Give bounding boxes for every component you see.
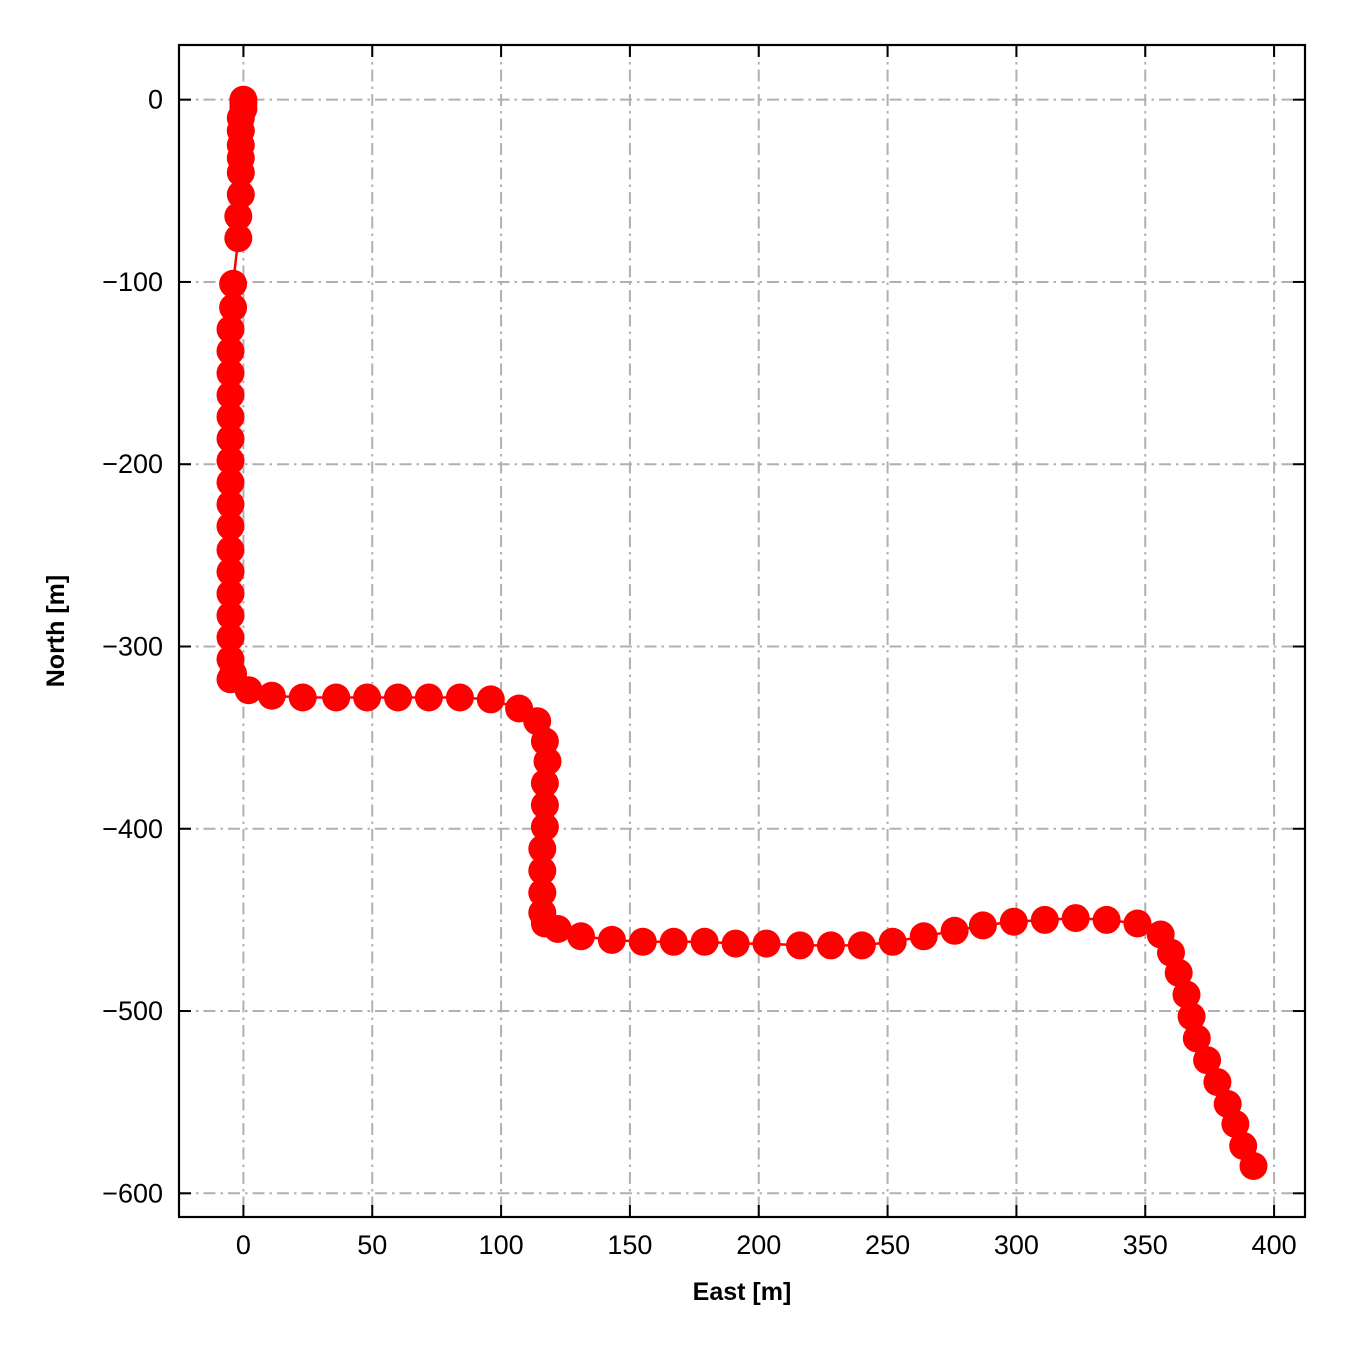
data-point bbox=[690, 927, 719, 956]
data-point bbox=[257, 681, 286, 710]
data-point bbox=[216, 446, 245, 475]
data-point bbox=[216, 468, 245, 497]
data-point bbox=[216, 557, 245, 586]
data-point bbox=[216, 623, 245, 652]
data-point bbox=[530, 769, 559, 798]
data-point bbox=[940, 916, 969, 945]
data-point bbox=[786, 931, 814, 960]
data-point bbox=[226, 158, 255, 187]
tick-labels: 0 50 100 150 200 250 300 350 400 0 −100 −200 −300 −40… bbox=[102, 85, 1296, 1260]
data-point bbox=[1203, 1068, 1232, 1097]
x-axis-label: East [m] bbox=[693, 1278, 792, 1306]
data-point bbox=[414, 683, 443, 712]
data-point bbox=[530, 791, 559, 820]
data-point bbox=[216, 381, 245, 409]
series-markers bbox=[216, 85, 1268, 1180]
data-point bbox=[224, 202, 253, 231]
x-tick-label: 0 bbox=[236, 1230, 251, 1260]
data-point bbox=[1182, 1024, 1211, 1053]
y-axis-label: North [m] bbox=[42, 575, 70, 687]
data-point bbox=[216, 337, 245, 366]
data-point bbox=[216, 512, 245, 541]
data-point bbox=[322, 683, 351, 712]
data-point bbox=[1061, 904, 1090, 933]
data-point bbox=[216, 490, 245, 519]
x-tick-label: 50 bbox=[357, 1230, 387, 1260]
data-point bbox=[216, 535, 245, 564]
data-point bbox=[816, 931, 845, 960]
y-tick-label: −400 bbox=[102, 814, 163, 844]
data-point bbox=[384, 683, 412, 712]
data-point bbox=[288, 683, 317, 712]
data-point bbox=[353, 683, 382, 712]
grid bbox=[179, 45, 1305, 1217]
data-point bbox=[528, 856, 557, 885]
x-tick-label: 250 bbox=[865, 1230, 910, 1260]
x-tick-label: 400 bbox=[1252, 1230, 1297, 1260]
x-tick-label: 300 bbox=[994, 1230, 1039, 1260]
y-tick-label: −100 bbox=[102, 267, 163, 297]
data-point bbox=[226, 180, 255, 209]
data-point bbox=[1239, 1152, 1268, 1180]
y-tick-label: 0 bbox=[148, 85, 163, 115]
y-tick-label: −600 bbox=[102, 1178, 163, 1208]
data-point bbox=[543, 915, 572, 943]
data-point bbox=[219, 293, 248, 322]
data-point bbox=[909, 922, 938, 951]
data-point bbox=[1123, 909, 1152, 938]
data-point bbox=[234, 676, 263, 705]
data-point bbox=[216, 424, 245, 453]
ticks bbox=[179, 45, 1305, 1217]
data-point bbox=[659, 927, 688, 956]
x-tick-label: 150 bbox=[607, 1230, 652, 1260]
data-point bbox=[1221, 1110, 1250, 1138]
data-point bbox=[1164, 958, 1193, 987]
y-tick-label: −300 bbox=[102, 631, 163, 661]
x-tick-label: 200 bbox=[736, 1230, 781, 1260]
data-point bbox=[628, 927, 657, 956]
data-point bbox=[219, 269, 248, 298]
data-point bbox=[968, 911, 997, 940]
data-point bbox=[216, 315, 245, 344]
data-point bbox=[878, 927, 907, 956]
x-tick-label: 100 bbox=[479, 1230, 524, 1260]
data-point bbox=[752, 929, 781, 958]
data-point bbox=[847, 931, 876, 960]
data-point bbox=[528, 878, 557, 907]
data-point bbox=[1177, 1002, 1206, 1031]
data-point bbox=[533, 747, 562, 776]
plot-frame bbox=[177, 43, 1307, 1219]
data-point bbox=[721, 929, 750, 958]
data-point bbox=[597, 925, 626, 954]
data-point bbox=[528, 834, 557, 863]
y-tick-label: −500 bbox=[102, 996, 163, 1026]
data-point bbox=[1172, 980, 1201, 1009]
data-point bbox=[216, 579, 245, 608]
data-point bbox=[530, 812, 559, 841]
data-point bbox=[216, 402, 245, 431]
x-tick-label: 350 bbox=[1123, 1230, 1168, 1260]
data-point bbox=[445, 683, 474, 712]
data-point bbox=[1030, 905, 1059, 934]
data-point bbox=[1193, 1046, 1222, 1075]
plot-background bbox=[179, 45, 1305, 1217]
data-point bbox=[1092, 905, 1121, 934]
y-tick-label: −200 bbox=[102, 449, 163, 479]
data-point bbox=[567, 922, 595, 951]
data-point bbox=[216, 601, 245, 630]
data-point bbox=[224, 224, 253, 253]
data-point bbox=[476, 685, 505, 714]
data-point bbox=[999, 907, 1028, 936]
data-point bbox=[216, 359, 245, 388]
